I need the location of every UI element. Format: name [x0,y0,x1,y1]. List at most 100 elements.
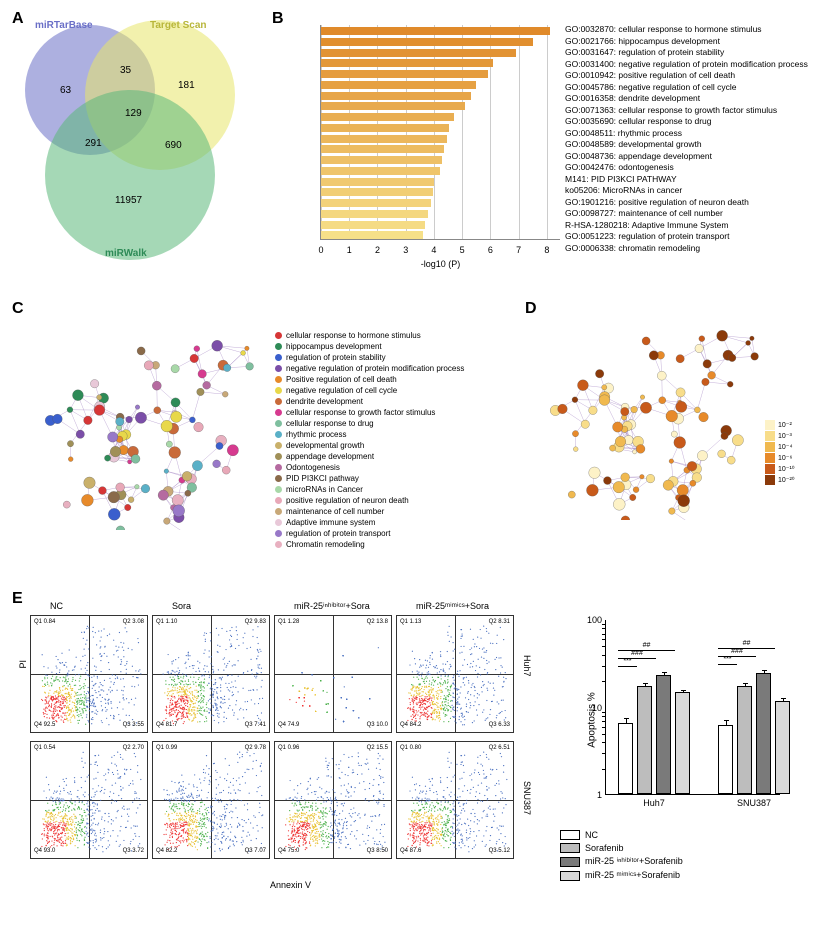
apop-bar [656,675,671,794]
apop-bar [718,725,733,794]
venn-number: 181 [178,80,195,91]
flow-quadrant-value: Q3 5.12 [489,848,510,855]
legend-item: regulation of protein stability [275,352,495,363]
go-bar [321,210,428,218]
panel-label-d: D [525,300,537,318]
venn-number: 129 [125,108,142,119]
legend-item: negative regulation of protein modificat… [275,363,495,374]
pi-label: PI [18,660,28,669]
go-bar [321,81,476,89]
network-d [545,320,765,520]
go-term-label: M141: PID PI3KCI PATHWAY [565,174,815,186]
flow-quadrant-value: Q4 82.2 [156,848,177,855]
legend-item: 10⁻³ [765,431,815,441]
legend-item: positive regulation of neuron death [275,495,495,506]
go-term-label: GO:0042476: odontogenesis [565,162,815,174]
apop-group-label: SNU387 [737,798,771,808]
venn-circle-label: miRTarBase [35,20,93,31]
go-term-label: GO:0048736: appendage development [565,151,815,163]
venn-number: 63 [60,85,71,96]
flow-quadrant-value: Q1 0.84 [34,619,55,626]
legend-c: cellular response to hormone stimuluship… [275,330,495,550]
panel-label-a: A [12,10,24,28]
legend-item: cellular response to drug [275,418,495,429]
xtick: 5 [460,245,465,255]
go-bar [321,178,434,186]
flow-quadrant-value: Q3 7.41 [245,722,266,729]
flow-cell: Q1 0.80Q2 6.51Q3 5.12Q4 87.6 [396,741,514,859]
go-bar [321,49,516,57]
go-bar [321,188,433,196]
legend-item: regulation of protein transport [275,528,495,539]
go-term-label: R-HSA-1280218: Adaptive Immune System [565,220,815,232]
legend-item: Chromatin remodeling [275,539,495,550]
flow-cell: Q1 1.28Q2 13.8Q3 10.0Q4 74.9 [274,615,392,733]
flow-cell: Q1 1.13Q2 8.31Q3 6.33Q4 84.2 [396,615,514,733]
flow-cell: Q1 0.54Q2 2.70Q3 3.72Q4 93.0 [30,741,148,859]
xtick: 7 [516,245,521,255]
venn-diagram: miRTarBaseTarget ScanmiRWalk633518112929… [30,30,250,260]
xtick: 0 [318,245,323,255]
flow-quadrant-value: Q1 0.96 [278,745,299,752]
go-term-label: GO:0035690: cellular response to drug [565,116,815,128]
go-term-label: GO:0010942: positive regulation of cell … [565,70,815,82]
flow-cell: Q1 0.99Q2 9.78Q3 7.07Q4 82.2 [152,741,270,859]
flow-quadrant-value: Q1 0.54 [34,745,55,752]
flow-quadrant-value: Q3 7.07 [245,848,266,855]
flow-quadrant-value: Q3 3.72 [123,848,144,855]
apop-legend-item: miR-25 ⁱⁿʰⁱᵇⁱᵗᵒʳ+Sorafenib [560,856,800,867]
go-bar-labels: GO:0032870: cellular response to hormone… [565,24,815,254]
xtick: 8 [544,245,549,255]
flow-col-title: NC [50,601,63,611]
legend-item: microRNAs in Cancer [275,484,495,495]
legend-item: 10⁻⁴ [765,442,815,452]
panel-label-c: C [12,300,24,318]
go-term-label: GO:0048511: rhythmic process [565,128,815,140]
legend-item: rhythmic process [275,429,495,440]
go-bar [321,92,471,100]
legend-item: 10⁻⁶ [765,453,815,463]
apop-bar [618,723,633,794]
go-bar [321,27,550,35]
go-term-label: GO:0006338: chromatin remodeling [565,243,815,255]
xtick: 4 [431,245,436,255]
venn-number: 11957 [115,195,142,206]
flow-quadrant-value: Q1 0.80 [400,745,421,752]
flow-quadrant-value: Q2 8.31 [489,619,510,626]
flow-quadrant-value: Q2 13.8 [367,619,388,626]
go-term-label: GO:0048589: developmental growth [565,139,815,151]
venn-circle-label: miRWalk [105,248,147,259]
apop-ylabel: Apoptosis % [586,692,597,748]
flow-quadrant-value: Q1 1.13 [400,619,421,626]
go-term-label: GO:0098727: maintenance of cell number [565,208,815,220]
flow-quadrant-value: Q4 93.0 [34,848,55,855]
legend-item: cellular response to hormone stimulus [275,330,495,341]
go-bar [321,70,488,78]
flow-quadrant-value: Q3 6.33 [489,722,510,729]
flow-quadrant-value: Q3 8.50 [367,848,388,855]
legend-d: 10⁻²10⁻³10⁻⁴10⁻⁶10⁻¹⁰10⁻²⁰ [765,420,815,486]
flow-quadrant-value: Q4 74.9 [278,722,299,729]
annexin-label: Annexin V [270,880,311,890]
xtick: 1 [347,245,352,255]
legend-item: maintenance of cell number [275,506,495,517]
go-bar [321,113,454,121]
significance-marker: *** [623,658,631,665]
significance-marker: ### [731,648,743,655]
apop-legend: NCSorafenibmiR-25 ⁱⁿʰⁱᵇⁱᵗᵒʳ+SorafenibmiR… [560,830,800,884]
legend-item: dendrite development [275,396,495,407]
venn-number: 690 [165,140,182,151]
venn-number: 291 [85,138,102,149]
apop-legend-item: Sorafenib [560,843,800,853]
go-bar [321,38,533,46]
flow-quadrant-value: Q4 81.7 [156,722,177,729]
go-bar [321,199,431,207]
go-term-label: GO:0016358: dendrite development [565,93,815,105]
go-term-label: GO:0071363: cellular response to growth … [565,105,815,117]
legend-item: appendage development [275,451,495,462]
legend-item: hippocampus development [275,341,495,352]
apop-legend-item: NC [560,830,800,840]
legend-item: Adaptive immune system [275,517,495,528]
go-bar [321,145,444,153]
go-bar [321,135,447,143]
